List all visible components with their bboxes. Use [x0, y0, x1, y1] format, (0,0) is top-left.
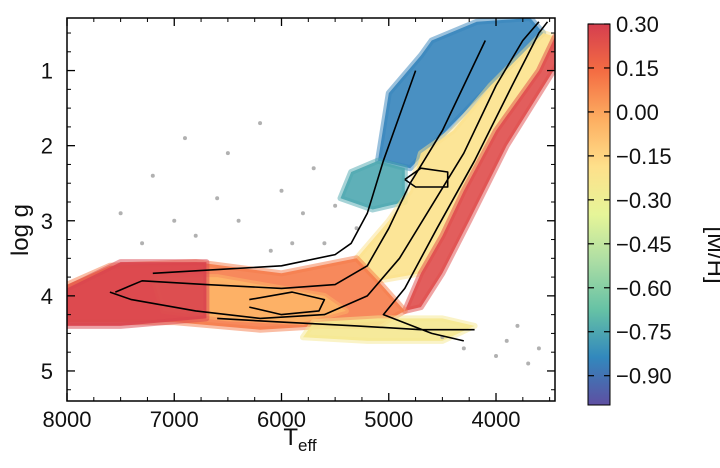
outlier-point: [215, 196, 220, 201]
outlier-point: [300, 211, 305, 216]
y-axis-ticks: 1 2 3 4 5: [41, 32, 555, 391]
colorbar-tick-label: −0.30: [616, 188, 672, 213]
plot-frame: [66, 17, 556, 402]
contour-line: [217, 317, 475, 331]
y-tick-label: 2: [41, 134, 53, 159]
x-tick-label: 7000: [150, 407, 199, 432]
y-tick-label: 4: [41, 284, 53, 309]
outlier-point: [258, 121, 263, 126]
outlier-points: [118, 121, 541, 366]
plot-area: [67, 18, 555, 366]
y-tick-label: 3: [41, 209, 53, 234]
outlier-point: [515, 323, 520, 328]
colorbar-tick-label: 0.00: [616, 100, 659, 125]
outlier-point: [279, 188, 284, 193]
contour-line: [152, 70, 417, 275]
region-red-clump-metal-poor: [337, 157, 408, 213]
contour-line: [109, 21, 540, 320]
x-tick-label: 4000: [472, 407, 521, 432]
outlier-point: [322, 241, 327, 246]
metallicity-density-regions: [67, 18, 555, 344]
colorbar-tick-label: −0.75: [616, 320, 672, 345]
x-tick-label: 6000: [257, 407, 306, 432]
outlier-point: [290, 241, 295, 246]
colorbar-tick-label: −0.45: [616, 232, 672, 257]
outlier-point: [536, 346, 541, 351]
contour-line: [249, 291, 326, 316]
x-axis-label-subscript: eff: [298, 436, 317, 455]
outlier-point: [354, 226, 359, 231]
outlier-point: [504, 338, 509, 343]
contour-line: [382, 21, 549, 342]
colorbar-tick-label: −0.90: [616, 364, 672, 389]
outlier-point: [311, 166, 316, 171]
x-axis-ticks: 8000 7000 6000 5000 4000: [43, 18, 551, 432]
outlier-point: [461, 346, 466, 351]
colorbar-label: [M/H]: [702, 226, 720, 283]
colorbar-tick-label: −0.60: [616, 276, 672, 301]
density-contours: [109, 21, 549, 342]
outlier-point: [268, 248, 273, 253]
colorbar-ticks: 0.30 0.15 0.00 −0.15 −0.30 −0.45 −0.60 −0.75 −0.…: [588, 12, 672, 389]
x-tick-label: 8000: [43, 407, 92, 432]
x-axis-label: Teff: [283, 424, 317, 455]
contour-line: [404, 167, 449, 188]
contour-line: [114, 40, 487, 293]
colorbar: 0.30 0.15 0.00 −0.15 −0.30 −0.45 −0.60 −0.75 −0.…: [587, 12, 720, 406]
region-dwarf-sequence: [300, 315, 478, 344]
y-axis-label: log g: [7, 204, 34, 256]
outlier-point: [150, 173, 155, 178]
y-tick-label: 1: [41, 59, 53, 84]
outlier-point: [494, 353, 499, 358]
colorbar-gradient: [587, 23, 611, 406]
outlier-point: [118, 211, 123, 216]
colorbar-tick-label: 0.30: [616, 12, 659, 37]
colorbar-tick-label: −0.15: [616, 144, 672, 169]
outlier-point: [193, 233, 198, 238]
outlier-point: [140, 241, 145, 246]
x-tick-label: 5000: [364, 407, 413, 432]
outlier-point: [333, 203, 338, 208]
outlier-point: [182, 136, 187, 141]
outlier-point: [526, 361, 531, 366]
outlier-point: [236, 218, 241, 223]
y-tick-label: 5: [41, 359, 53, 384]
colorbar-tick-label: 0.15: [616, 56, 659, 81]
outlier-point: [225, 151, 230, 156]
region-metal-rich-red-hot-end: [67, 259, 210, 329]
outlier-point: [172, 218, 177, 223]
